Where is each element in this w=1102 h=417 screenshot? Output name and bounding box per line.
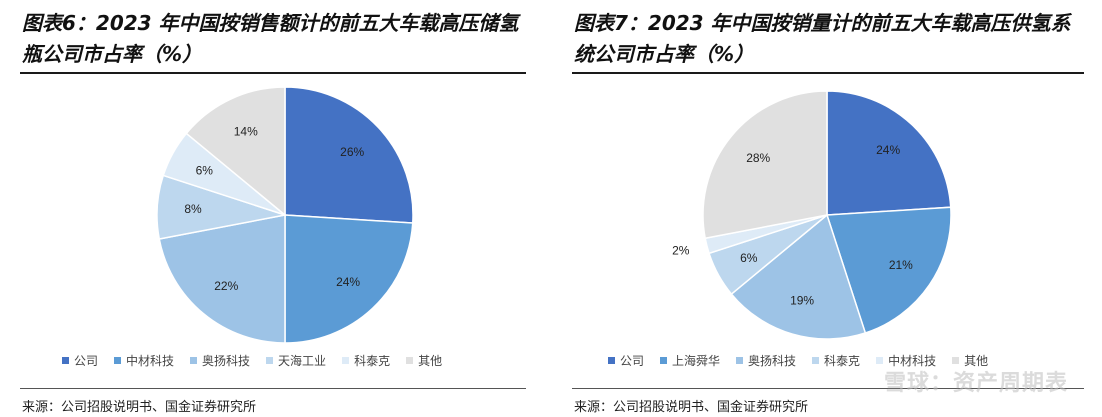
- legend-item: 其他: [406, 352, 442, 369]
- legend-label: 天海工业: [278, 354, 327, 368]
- slice-label: 19%: [790, 294, 814, 308]
- legend-item: 上海舜华: [660, 352, 720, 369]
- legend-swatch: [190, 357, 198, 364]
- title-rule: [20, 72, 526, 74]
- slice-label: 24%: [876, 143, 900, 157]
- legend-item: 奥扬科技: [190, 352, 250, 369]
- slice-label: 6%: [740, 251, 758, 265]
- chart-title: 图表7：2023 年中国按销量计的前五大车载高压供氢系统公司市占率（%）: [574, 11, 1071, 66]
- pie-slice-2: [825, 206, 952, 334]
- legend-swatch: [812, 357, 820, 364]
- legend-label: 奥扬科技: [202, 354, 251, 368]
- legend-swatch: [406, 357, 414, 364]
- pie-slice-1: [826, 90, 952, 216]
- legend-label: 上海舜华: [672, 354, 721, 368]
- legend-swatch: [608, 357, 615, 364]
- slice-label: 24%: [336, 275, 360, 289]
- title-rule: [572, 72, 1084, 74]
- source-rule: [572, 388, 1084, 389]
- slice-label: 21%: [889, 258, 913, 272]
- legend: 公司 中材科技 奥扬科技 天海工业 科泰克 其他: [62, 352, 458, 369]
- source-note: 来源：公司招股说明书、国金证券研究所: [574, 400, 809, 415]
- legend-swatch: [342, 357, 350, 364]
- legend-item: 中材科技: [114, 352, 174, 369]
- legend-label: 其他: [418, 354, 443, 368]
- pie-chart: 26% 24% 22% 8% 6% 14%: [156, 86, 414, 344]
- chart-panel-left: 图表6：2023 年中国按销售额计的前五大车载高压储氢瓶公司市占率（%） 26%…: [0, 0, 540, 417]
- slice-label: 26%: [340, 145, 364, 159]
- pie-slice-6: [185, 86, 286, 217]
- pie-chart: 24% 21% 19% 6% 2% 28%: [672, 90, 952, 340]
- legend: 公司 上海舜华 奥扬科技 科泰克 中材科技 其他: [608, 352, 1004, 369]
- legend-swatch: [266, 357, 274, 364]
- slice-label: 28%: [746, 151, 770, 165]
- pie-slice-3: [158, 214, 286, 344]
- source-note: 来源：公司招股说明书、国金证券研究所: [22, 400, 257, 415]
- pie-slice-3: [730, 213, 867, 340]
- pie-slice-6: [702, 90, 828, 240]
- legend-label: 科泰克: [824, 354, 861, 368]
- legend-item: 其他: [952, 352, 988, 369]
- legend-item: 中材科技: [876, 352, 936, 369]
- legend-swatch: [876, 357, 884, 364]
- slice-label: 8%: [184, 202, 202, 216]
- slice-label: 6%: [196, 164, 214, 178]
- slice-label: 2%: [672, 243, 690, 257]
- legend-label: 奥扬科技: [748, 354, 797, 368]
- chart-title: 图表6：2023 年中国按销售额计的前五大车载高压储氢瓶公司市占率（%）: [22, 11, 519, 66]
- legend-label: 科泰克: [354, 354, 391, 368]
- legend-swatch: [736, 357, 744, 364]
- pie-slice-1: [284, 86, 414, 224]
- legend-item: 奥扬科技: [736, 352, 796, 369]
- legend-swatch: [114, 357, 122, 364]
- source-rule: [20, 388, 526, 389]
- slice-label: 22%: [214, 279, 238, 293]
- legend-item: 科泰克: [342, 352, 390, 369]
- legend-item: 公司: [62, 352, 98, 369]
- legend-label: 中材科技: [126, 354, 175, 368]
- legend-label: 公司: [74, 354, 99, 368]
- legend-label: 公司: [620, 354, 645, 368]
- legend-item: 科泰克: [812, 352, 860, 369]
- chart-panel-right: 图表7：2023 年中国按销量计的前五大车载高压供氢系统公司市占率（%） 24%…: [568, 0, 1102, 417]
- legend-item: 公司: [608, 352, 644, 369]
- legend-item: 天海工业: [266, 352, 326, 369]
- legend-label: 其他: [964, 354, 989, 368]
- legend-label: 中材科技: [888, 354, 937, 368]
- legend-swatch: [660, 357, 668, 364]
- watermark: 雪球：资产周期表: [883, 370, 1068, 395]
- legend-swatch: [952, 357, 960, 364]
- slice-label: 14%: [234, 125, 258, 139]
- legend-swatch: [62, 357, 69, 364]
- pie-slice-2: [284, 214, 414, 344]
